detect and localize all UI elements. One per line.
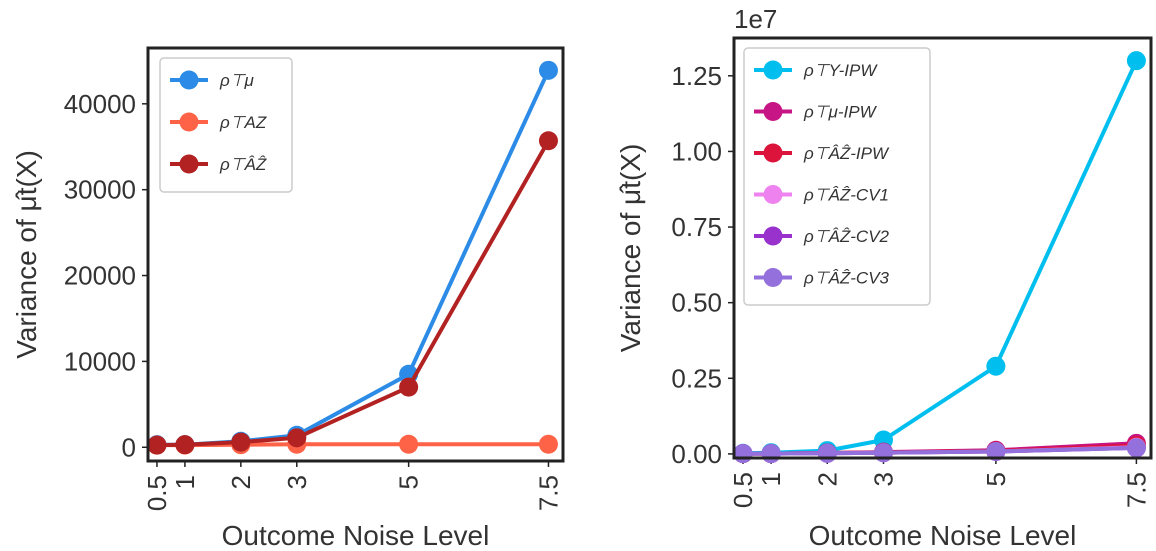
legend-marker: [763, 60, 783, 80]
x-tick-label: 5: [394, 475, 424, 489]
x-tick-label: 0.5: [728, 472, 758, 508]
legend-label: ρ⊤AZ: [219, 113, 267, 132]
x-tick-label: 1: [170, 475, 200, 489]
y-tick-label: 0.50: [671, 288, 722, 318]
legend: ρ⊤μ ρ⊤AZ ρ⊤ÂẐ: [159, 57, 293, 193]
data-point: [147, 435, 167, 455]
x-tick-label: 2: [226, 475, 256, 489]
x-axis-label: Outcome Noise Level: [222, 520, 490, 551]
legend-item: ρ⊤Y-IPW: [754, 60, 878, 80]
data-point: [538, 434, 558, 454]
plot-frame: [146, 46, 565, 463]
legend-item: ρ⊤AZ: [170, 112, 267, 132]
data-point: [1126, 51, 1146, 71]
legend-label: ρ⊤ÂẐ-IPW: [803, 144, 890, 163]
y-axis-label: Variance of μ̂t(X): [615, 144, 646, 353]
x-tick-label: 3: [282, 475, 312, 489]
x-tick-label: 1: [756, 472, 786, 486]
y-tick-label: 0: [122, 432, 136, 462]
legend-item: ρ⊤μ: [170, 70, 255, 90]
x-tick-label: 0.5: [142, 475, 172, 511]
data-point: [538, 60, 558, 80]
data-point: [231, 432, 251, 452]
y-tick-label: 30000: [64, 175, 136, 205]
legend-label: ρ⊤Y-IPW: [803, 61, 878, 80]
chart-panel-2: 0.00 0.25 0.50 0.75 1.00 1.25 0.51 2 3 5 7.5 Outcom…: [615, 4, 1153, 551]
data-point: [761, 444, 781, 464]
legend-label: ρ⊤ÂẐ-CV1: [803, 186, 889, 205]
data-point: [986, 356, 1006, 376]
legend-marker: [763, 185, 783, 204]
legend-box: [743, 47, 931, 306]
legend-marker: [179, 112, 199, 132]
data-point: [399, 434, 419, 454]
data-point: [1126, 438, 1146, 458]
legend-item: ρ⊤ÂẐ-CV2: [754, 226, 890, 246]
y-tick-label: 1.00: [671, 136, 722, 166]
plot-frame: [732, 36, 1153, 460]
data-point: [986, 441, 1006, 461]
x-tick-label: 5: [981, 472, 1011, 486]
legend-item: ρ⊤μ-IPW: [754, 102, 878, 122]
legend-marker: [179, 154, 199, 174]
x-tick-label: 3: [868, 472, 898, 486]
legend-item: ρ⊤ÂẐ-CV1: [754, 185, 889, 205]
legend-item: ρ⊤ÂẐ: [170, 154, 267, 174]
legend-label: ρ⊤ÂẐ-CV2: [803, 227, 890, 246]
legend-marker: [763, 226, 783, 246]
y-tick-label: 10000: [64, 346, 136, 376]
legend-item: ρ⊤ÂẐ-IPW: [754, 143, 890, 163]
x-tick-label: 7.5: [533, 475, 563, 511]
chart-panel-1: 0 10000 20000 30000 40000 0.51 2 3 5 7.5 Outcome N…: [11, 46, 565, 551]
y-scale-label: 1e7: [734, 4, 777, 34]
y-tick-label: 0.25: [671, 363, 722, 393]
y-axis-label: Variance of μ̂t(X): [11, 150, 42, 359]
legend-item: ρ⊤ÂẐ-CV3: [754, 268, 890, 288]
data-point: [817, 443, 837, 463]
x-tick-label: 7.5: [1121, 472, 1151, 508]
series-3: [147, 131, 558, 455]
legend-label: ρ⊤ÂẐ: [219, 155, 267, 174]
legend-label: ρ⊤ÂẐ-CV3: [803, 269, 890, 288]
legend-marker: [179, 70, 199, 90]
legend-marker: [763, 102, 783, 121]
y-tick-label: 0.75: [671, 212, 722, 242]
legend-label: ρ⊤μ-IPW: [803, 103, 878, 122]
y-tick-label: 1.25: [671, 61, 722, 91]
data-point: [399, 377, 419, 397]
legend: ρ⊤Y-IPW ρ⊤μ-IPW ρ⊤ÂẐ-IPW ρ⊤ÂẐ-CV1 ρ⊤ÂẐ-CV2 ρ⊤…: [743, 47, 931, 306]
y-tick-label: 0.00: [671, 439, 722, 469]
legend-marker: [763, 143, 783, 163]
y-tick-label: 40000: [64, 89, 136, 119]
data-point: [287, 428, 307, 448]
legend-marker: [763, 268, 783, 287]
legend-label: ρ⊤μ: [219, 71, 255, 90]
x-tick-label: 2: [812, 472, 842, 486]
y-tick-label: 20000: [64, 261, 136, 291]
data-point: [733, 444, 753, 464]
data-point: [538, 131, 558, 151]
x-axis-label: Outcome Noise Level: [809, 520, 1077, 551]
data-point: [175, 435, 195, 455]
